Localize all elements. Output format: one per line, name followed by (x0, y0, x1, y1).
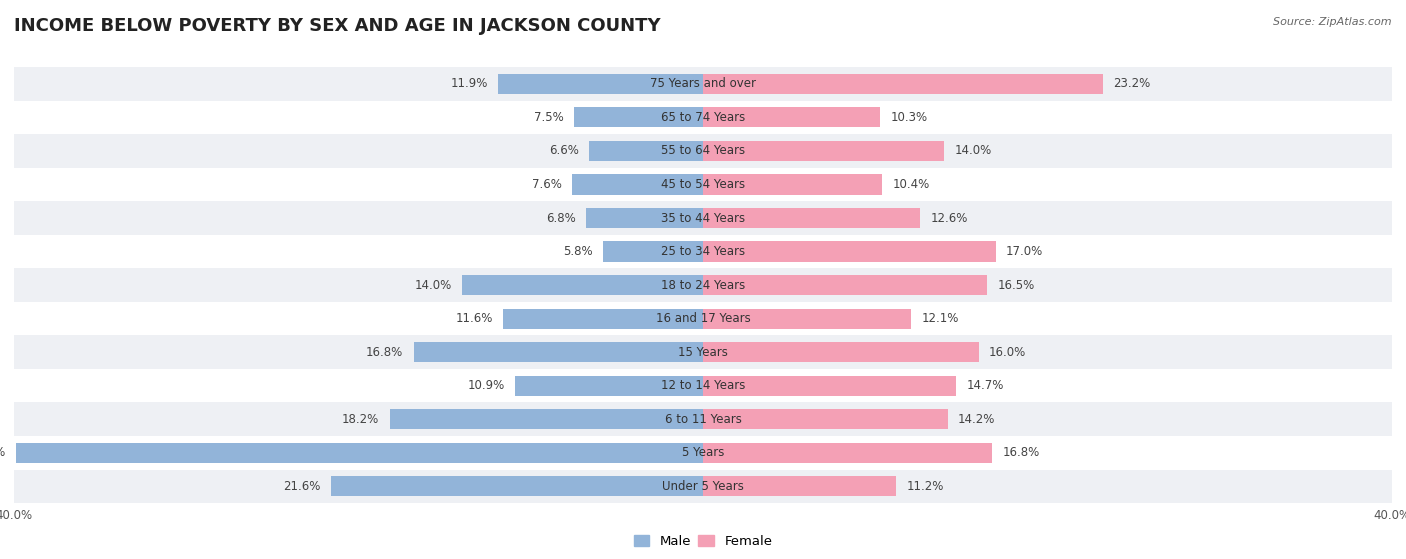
Text: 15 Years: 15 Years (678, 345, 728, 359)
Text: 6 to 11 Years: 6 to 11 Years (665, 413, 741, 426)
Text: 25 to 34 Years: 25 to 34 Years (661, 245, 745, 258)
Text: 12.6%: 12.6% (931, 211, 967, 225)
Text: Under 5 Years: Under 5 Years (662, 480, 744, 493)
Text: 12 to 14 Years: 12 to 14 Years (661, 379, 745, 392)
Text: 75 Years and over: 75 Years and over (650, 77, 756, 91)
Bar (14, 436, 1392, 470)
Legend: Male, Female: Male, Female (628, 529, 778, 553)
Bar (14, 67, 1392, 101)
Text: 10.9%: 10.9% (468, 379, 505, 392)
Bar (703, 443, 993, 463)
Bar (14, 168, 1392, 201)
Text: 16 and 17 Years: 16 and 17 Years (655, 312, 751, 325)
Text: 18 to 24 Years: 18 to 24 Years (661, 278, 745, 292)
Bar (14, 235, 1392, 268)
Bar (14, 101, 1392, 134)
Text: 10.3%: 10.3% (891, 111, 928, 124)
Text: 23.2%: 23.2% (1114, 77, 1150, 91)
Text: 11.9%: 11.9% (450, 77, 488, 91)
Text: 21.6%: 21.6% (283, 480, 321, 493)
Text: Source: ZipAtlas.com: Source: ZipAtlas.com (1274, 17, 1392, 27)
Text: 6.6%: 6.6% (550, 144, 579, 158)
Text: 7.5%: 7.5% (534, 111, 564, 124)
Bar (503, 309, 703, 329)
Bar (498, 74, 703, 94)
Bar (703, 174, 882, 195)
Text: INCOME BELOW POVERTY BY SEX AND AGE IN JACKSON COUNTY: INCOME BELOW POVERTY BY SEX AND AGE IN J… (14, 17, 661, 35)
Bar (586, 208, 703, 228)
Text: 5 Years: 5 Years (682, 446, 724, 459)
Bar (703, 241, 995, 262)
Bar (15, 443, 703, 463)
Bar (14, 369, 1392, 402)
Text: 39.9%: 39.9% (0, 446, 6, 459)
Bar (703, 275, 987, 295)
Text: 10.4%: 10.4% (893, 178, 929, 191)
Text: 16.0%: 16.0% (988, 345, 1026, 359)
Text: 14.0%: 14.0% (955, 144, 991, 158)
Text: 6.8%: 6.8% (546, 211, 575, 225)
Text: 16.8%: 16.8% (1002, 446, 1040, 459)
Bar (14, 201, 1392, 235)
Bar (703, 141, 945, 161)
Text: 11.6%: 11.6% (456, 312, 494, 325)
Bar (14, 268, 1392, 302)
Bar (14, 134, 1392, 168)
Bar (14, 470, 1392, 503)
Text: 7.6%: 7.6% (531, 178, 562, 191)
Text: 55 to 64 Years: 55 to 64 Years (661, 144, 745, 158)
Text: 16.5%: 16.5% (997, 278, 1035, 292)
Bar (330, 476, 703, 496)
Bar (389, 409, 703, 429)
Bar (461, 275, 703, 295)
Bar (574, 107, 703, 127)
Text: 5.8%: 5.8% (564, 245, 593, 258)
Text: 65 to 74 Years: 65 to 74 Years (661, 111, 745, 124)
Bar (589, 141, 703, 161)
Text: 14.7%: 14.7% (966, 379, 1004, 392)
Text: 14.0%: 14.0% (415, 278, 451, 292)
Bar (703, 342, 979, 362)
Bar (703, 409, 948, 429)
Text: 11.2%: 11.2% (907, 480, 943, 493)
Text: 14.2%: 14.2% (957, 413, 995, 426)
Bar (703, 107, 880, 127)
Bar (703, 376, 956, 396)
Bar (703, 208, 920, 228)
Text: 45 to 54 Years: 45 to 54 Years (661, 178, 745, 191)
Text: 12.1%: 12.1% (922, 312, 959, 325)
Text: 17.0%: 17.0% (1007, 245, 1043, 258)
Text: 35 to 44 Years: 35 to 44 Years (661, 211, 745, 225)
Text: 16.8%: 16.8% (366, 345, 404, 359)
Bar (703, 74, 1102, 94)
Bar (413, 342, 703, 362)
Bar (572, 174, 703, 195)
Text: 18.2%: 18.2% (342, 413, 380, 426)
Bar (14, 335, 1392, 369)
Bar (703, 309, 911, 329)
Bar (515, 376, 703, 396)
Bar (603, 241, 703, 262)
Bar (14, 302, 1392, 335)
Bar (14, 402, 1392, 436)
Bar (703, 476, 896, 496)
